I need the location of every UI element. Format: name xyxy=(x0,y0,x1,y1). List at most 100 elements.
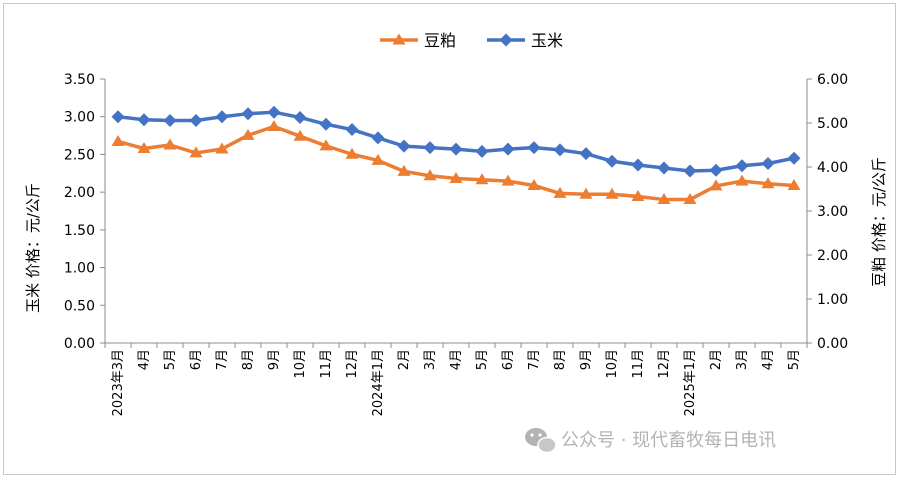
right-tick-label: 4.00 xyxy=(817,160,848,176)
data-point-corn xyxy=(267,105,281,119)
data-point-corn xyxy=(475,144,489,158)
left-tick-label: 1.00 xyxy=(64,261,95,277)
data-point-corn xyxy=(449,142,463,156)
x-tick-label: 4月 xyxy=(761,349,776,370)
data-point-soymeal xyxy=(189,146,203,158)
left-tick-label: 3.50 xyxy=(64,72,95,88)
right-tick-label: 3.00 xyxy=(817,204,848,220)
data-point-soymeal xyxy=(475,173,489,185)
legend-marker xyxy=(392,33,406,45)
x-tick-label: 2025年1月 xyxy=(683,349,698,416)
x-tick-label: 10月 xyxy=(605,349,620,379)
x-tick-label: 7月 xyxy=(527,349,542,370)
data-point-corn xyxy=(501,142,515,156)
x-tick-label: 11月 xyxy=(319,349,334,379)
data-point-corn xyxy=(163,113,177,127)
data-point-soymeal xyxy=(397,164,411,176)
left-axis-title: 玉米 价格：元/公斤 xyxy=(24,183,42,313)
data-point-soymeal xyxy=(371,153,385,165)
data-point-soymeal xyxy=(631,189,645,201)
right-tick-label: 5.00 xyxy=(817,116,848,132)
data-point-soymeal xyxy=(501,174,515,186)
data-point-corn xyxy=(761,156,775,170)
data-point-corn xyxy=(579,147,593,161)
left-tick-label: 0.00 xyxy=(64,336,95,352)
series-lines-layer xyxy=(117,110,795,202)
data-point-soymeal xyxy=(761,177,775,189)
data-point-soymeal xyxy=(527,178,541,190)
watermark: 公众号 · 现代畜牧每日电讯 xyxy=(525,428,776,454)
data-point-corn xyxy=(215,110,229,124)
data-point-soymeal xyxy=(683,193,697,205)
x-tick-label: 5月 xyxy=(163,349,178,370)
right-axis-title: 豆粕 价格：元/公斤 xyxy=(870,157,888,287)
x-tick-label: 10月 xyxy=(293,349,308,379)
data-point-corn xyxy=(605,154,619,168)
data-point-corn xyxy=(735,159,749,173)
x-tick-label: 2月 xyxy=(709,349,724,370)
x-tick-label: 3月 xyxy=(735,349,750,370)
left-tick-label: 2.00 xyxy=(64,185,95,201)
data-point-corn xyxy=(189,113,203,127)
x-tick-label: 2024年1月 xyxy=(371,349,386,416)
x-tick-label: 8月 xyxy=(241,349,256,370)
data-point-soymeal xyxy=(267,120,281,132)
x-tick-label: 6月 xyxy=(189,349,204,370)
data-point-soymeal xyxy=(735,174,749,186)
data-point-soymeal xyxy=(553,186,567,198)
series-line-corn xyxy=(117,110,795,173)
right-tick-label: 2.00 xyxy=(817,248,848,264)
wechat-icon xyxy=(525,428,557,454)
data-point-corn xyxy=(423,141,437,155)
data-point-corn xyxy=(631,158,645,172)
chart-frame xyxy=(3,3,896,475)
x-tick-label: 9月 xyxy=(267,349,282,370)
x-tick-label: 12月 xyxy=(657,349,672,379)
data-point-soymeal xyxy=(293,129,307,141)
x-tick-label: 8月 xyxy=(553,349,568,370)
data-point-soymeal xyxy=(137,142,151,154)
data-point-soymeal xyxy=(111,134,125,146)
x-tick-label: 6月 xyxy=(501,349,516,370)
x-tick-label: 5月 xyxy=(787,349,802,370)
data-point-corn xyxy=(397,139,411,153)
data-point-corn xyxy=(137,113,151,127)
data-point-corn xyxy=(319,117,333,131)
x-tick-label: 2月 xyxy=(397,349,412,370)
data-point-corn xyxy=(787,151,801,165)
data-point-soymeal xyxy=(423,169,437,181)
data-point-corn xyxy=(293,110,307,124)
x-tick-label: 3月 xyxy=(423,349,438,370)
data-point-corn xyxy=(345,123,359,137)
right-tick-label: 0.00 xyxy=(817,336,848,352)
data-point-soymeal xyxy=(449,171,463,183)
data-point-corn xyxy=(371,131,385,145)
legend: 豆粕 玉米 xyxy=(380,31,563,50)
x-tick-label: 5月 xyxy=(475,349,490,370)
data-point-corn xyxy=(553,143,567,157)
x-tick-label: 7月 xyxy=(215,349,230,370)
data-point-corn xyxy=(683,164,697,178)
data-point-corn xyxy=(527,141,541,155)
left-tick-label: 2.50 xyxy=(64,147,95,163)
x-tick-label: 12月 xyxy=(345,349,360,379)
legend-label: 玉米 xyxy=(531,31,563,50)
data-point-soymeal xyxy=(657,193,671,205)
data-point-corn xyxy=(241,107,255,121)
left-tick-label: 1.50 xyxy=(64,223,95,239)
data-point-corn xyxy=(657,161,671,175)
data-point-soymeal xyxy=(163,138,177,150)
data-point-corn xyxy=(111,110,125,124)
left-tick-label: 0.50 xyxy=(64,298,95,314)
data-point-soymeal xyxy=(579,187,593,199)
legend-label: 豆粕 xyxy=(424,31,456,50)
data-point-soymeal xyxy=(241,128,255,140)
x-tick-label: 4月 xyxy=(137,349,152,370)
x-tick-label: 2023年3月 xyxy=(111,349,126,416)
data-point-corn xyxy=(709,163,723,177)
x-tick-label: 4月 xyxy=(449,349,464,370)
x-tick-labels: 2023年3月 4月 5月 6月 7月 8月 9月 10月 11月 12月 2024年1月 2月 3月 4… xyxy=(111,349,802,416)
watermark-text: 公众号 · 现代畜牧每日电讯 xyxy=(561,430,776,451)
data-point-soymeal xyxy=(319,139,333,151)
